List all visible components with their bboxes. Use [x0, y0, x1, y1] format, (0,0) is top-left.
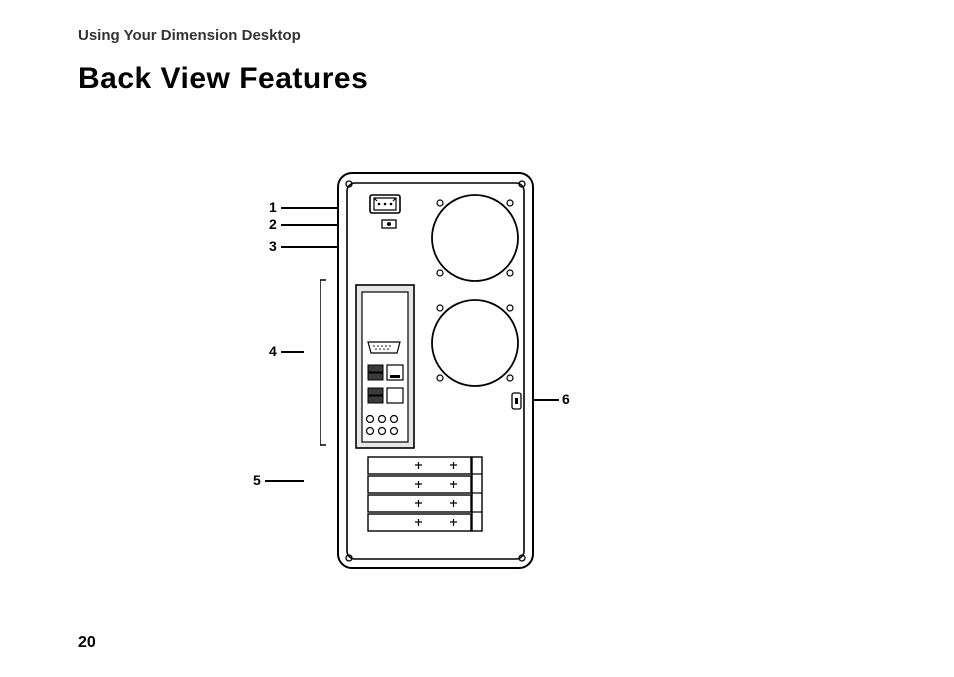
callout-1: 1	[269, 199, 277, 215]
callout-line-4	[281, 351, 304, 353]
callout-4: 4	[269, 343, 277, 359]
callout-6: 6	[562, 391, 570, 407]
page-number: 20	[78, 634, 96, 652]
back-panel-diagram	[320, 165, 550, 575]
callout-5: 5	[253, 472, 261, 488]
callout-3: 3	[269, 238, 277, 254]
section-header: Using Your Dimension Desktop	[78, 27, 301, 44]
page-title: Back View Features	[78, 62, 368, 96]
callout-line-5	[265, 480, 304, 482]
callout-2: 2	[269, 216, 277, 232]
